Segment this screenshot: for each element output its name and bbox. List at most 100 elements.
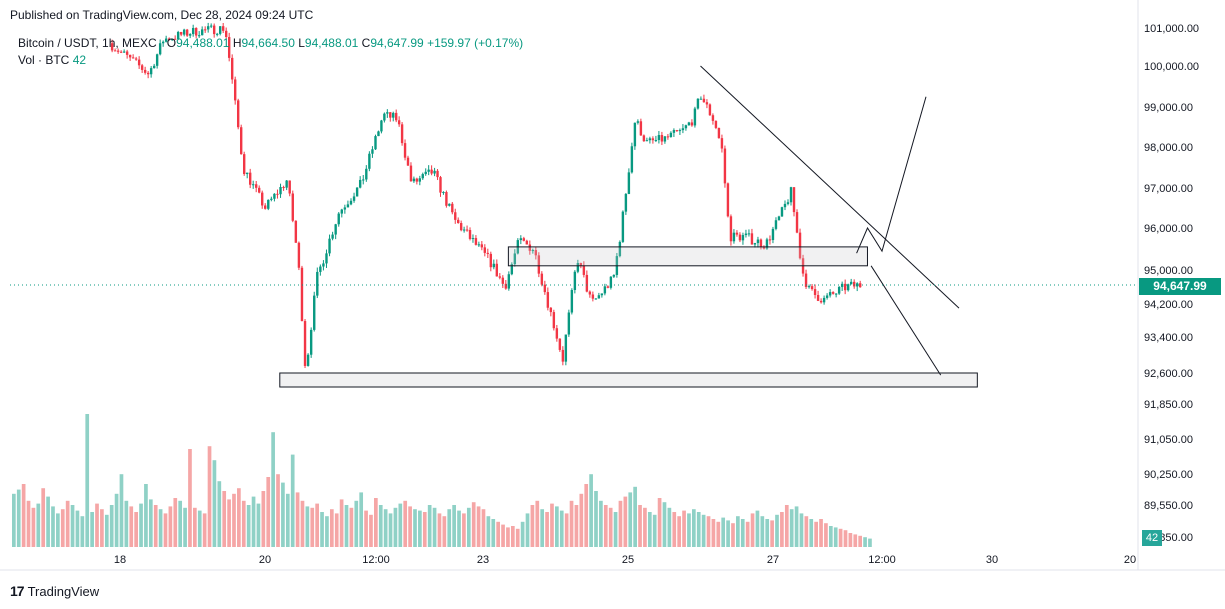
x-tick-label: 25 [622, 554, 634, 566]
volume-bar [374, 498, 378, 547]
volume-bar [608, 507, 613, 547]
candle-body [418, 178, 422, 182]
candle-body [474, 238, 478, 245]
candle-body [684, 125, 688, 129]
volume-bar [134, 512, 138, 547]
volume-bar [26, 500, 31, 547]
candle-body [309, 329, 313, 355]
volume-bar [696, 512, 701, 547]
candle-body [212, 25, 216, 35]
candle-body [768, 239, 772, 241]
candle-body [786, 202, 790, 204]
volume-bar [173, 498, 178, 547]
candle-body [645, 140, 649, 142]
candle-body [125, 51, 129, 55]
volume-bar [325, 516, 329, 547]
candle-body [804, 273, 808, 287]
candle-body [236, 100, 240, 128]
candle-body [603, 286, 607, 294]
candle-body [657, 135, 661, 141]
volume-bar [217, 481, 222, 547]
legend-high-label: H [232, 36, 242, 50]
candle-body [149, 68, 153, 75]
volume-bar [721, 517, 726, 547]
candle-body [179, 31, 183, 35]
candle-body [355, 187, 359, 197]
volume-bar [520, 521, 525, 547]
y-tick-label: 92,600.00 [1144, 368, 1193, 380]
volume-bar [285, 493, 290, 547]
candle-body [415, 178, 419, 182]
x-tick-label: 23 [477, 554, 489, 566]
volume-bar [16, 489, 21, 547]
candle-body [690, 122, 694, 126]
candle-body [270, 198, 273, 200]
candle-body [140, 65, 144, 70]
candle-body [261, 192, 264, 206]
volume-bar [354, 500, 359, 547]
candle-body [546, 292, 550, 308]
volume-bar [804, 516, 809, 547]
volume-bar [701, 514, 706, 547]
resistance-zone [507, 246, 868, 267]
volume-bar [716, 521, 721, 547]
volume-bar [227, 499, 231, 547]
candle-body [678, 130, 682, 132]
volume-bar [814, 521, 818, 547]
volume-bar [691, 509, 696, 547]
volume-bar [378, 505, 383, 547]
candle-body [442, 192, 445, 194]
volume-bar [868, 538, 872, 547]
candle-body [750, 233, 754, 245]
volume-bar [486, 516, 491, 547]
footer-brand[interactable]: 17 TradingView [10, 583, 99, 599]
volume-bar [530, 505, 535, 547]
volume-bar [574, 505, 579, 547]
candle-body [630, 146, 634, 173]
candle-body [267, 199, 270, 209]
candle-body [537, 255, 541, 274]
candle-body [693, 108, 697, 126]
volume-bar [613, 512, 618, 547]
candle-body [412, 178, 416, 182]
candle-body [762, 247, 766, 249]
candle-body [501, 277, 505, 284]
candle-body [774, 220, 778, 229]
candle-body [816, 294, 820, 301]
candle-body [633, 122, 637, 147]
candle-body [371, 149, 374, 154]
candle-body [729, 216, 733, 242]
candle-body [248, 172, 252, 185]
legend-close: 94,647.99 [370, 36, 424, 50]
candle-body [552, 312, 556, 329]
volume-bar [770, 520, 774, 547]
volume-bar [491, 519, 496, 547]
volume-bar [780, 512, 784, 547]
volume-bar [271, 432, 275, 547]
candle-body [498, 276, 502, 278]
candle-body [134, 58, 138, 60]
volume-bar [90, 512, 94, 547]
legend-low-label: L [298, 36, 305, 50]
legend-open: 94,488.01 [176, 36, 230, 50]
volume-bar [144, 484, 148, 547]
candle-body [795, 212, 799, 233]
volume-bar [775, 514, 779, 547]
volume-bar [60, 509, 65, 547]
candle-body [221, 26, 225, 31]
volume-bar [56, 513, 60, 547]
candle-body [230, 57, 234, 80]
volume-bar [168, 506, 173, 547]
volume-bar [466, 507, 471, 547]
volume-bar [643, 507, 647, 547]
candle-body [294, 220, 298, 243]
volume-bar [153, 505, 158, 547]
volume-bar [481, 509, 486, 547]
candle-body [687, 122, 691, 126]
candle-body [564, 334, 568, 362]
volume-bar [80, 516, 85, 547]
candle-body [471, 238, 475, 240]
candle-body [194, 27, 198, 36]
candle-body [462, 229, 466, 231]
